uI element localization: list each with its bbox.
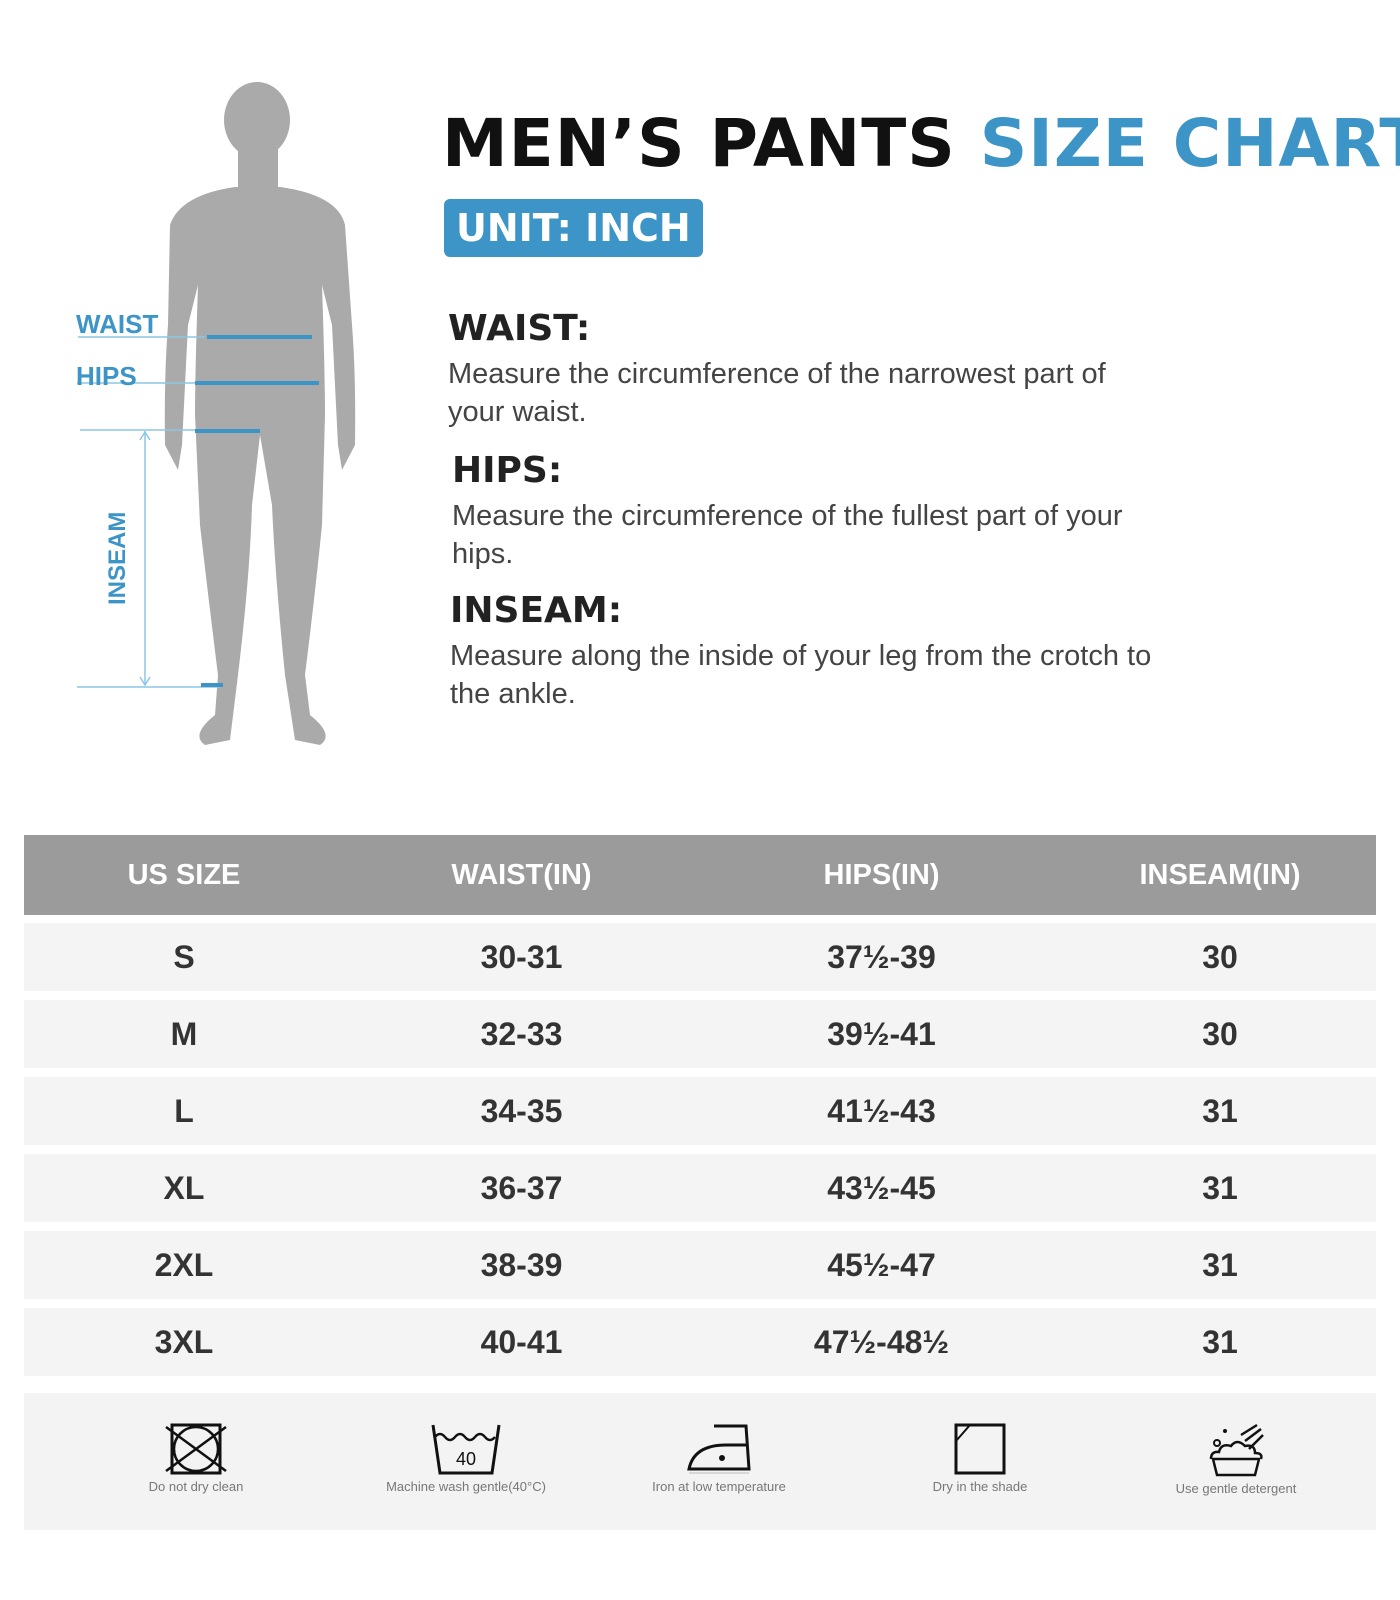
- header-us-size: US SIZE: [127, 858, 241, 891]
- cell-size: 2XL: [154, 1246, 214, 1283]
- cell-hips: 37½-39: [827, 938, 936, 975]
- care-label: Use gentle detergent: [1175, 1481, 1297, 1496]
- wash-temperature: 40: [456, 1449, 476, 1469]
- cell-inseam: 31: [1202, 1246, 1238, 1283]
- definition-term: HIPS:: [452, 450, 563, 491]
- cell-hips: 43½-45: [827, 1169, 936, 1206]
- cell-waist: 32-33: [480, 1015, 563, 1052]
- cell-inseam: 30: [1202, 1015, 1238, 1052]
- definition-text: Measure along the inside of your leg fro…: [450, 640, 1152, 710]
- table-row: S 30-31 37½-39 30: [24, 923, 1376, 991]
- definition-waist: WAIST: Measure the circumference of the n…: [448, 308, 1168, 431]
- cell-waist: 36-37: [480, 1169, 563, 1206]
- iron-low-icon: [687, 1424, 751, 1474]
- cell-hips: 47½-48½: [813, 1323, 950, 1360]
- header-waist: WAIST(IN): [451, 858, 592, 891]
- care-instructions: Do not dry clean 40 Machine wash gentle(…: [24, 1393, 1376, 1530]
- care-label: Do not dry clean: [148, 1479, 244, 1494]
- care-item: Iron at low temperature: [609, 1423, 829, 1494]
- definition-text: Measure the circumference of the fullest…: [452, 500, 1123, 570]
- cell-inseam: 31: [1202, 1169, 1238, 1206]
- cell-waist: 30-31: [480, 938, 563, 975]
- definition-hips: HIPS: Measure the circumference of the fu…: [452, 450, 1172, 573]
- table-row: 3XL 40-41 47½-48½ 31: [24, 1308, 1376, 1376]
- cell-size: M: [170, 1015, 198, 1052]
- care-item: Dry in the shade: [870, 1423, 1090, 1494]
- size-table: US SIZE WAIST(IN) HIPS(IN) INSEAM(IN) S 3…: [24, 835, 1376, 1385]
- figure-label-hips: HIPS: [76, 361, 137, 391]
- unit-badge: UNIT: INCH: [444, 199, 703, 257]
- care-item: 40 Machine wash gentle(40°C): [356, 1423, 576, 1494]
- table-row: L 34-35 41½-43 31: [24, 1077, 1376, 1145]
- table-row: 2XL 38-39 45½-47 31: [24, 1231, 1376, 1299]
- cell-size: S: [173, 938, 195, 975]
- cell-waist: 38-39: [480, 1246, 563, 1283]
- table-row: XL 36-37 43½-45 31: [24, 1154, 1376, 1222]
- cell-size: 3XL: [154, 1323, 214, 1360]
- care-label: Machine wash gentle(40°C): [386, 1479, 546, 1494]
- cell-inseam: 30: [1202, 938, 1238, 975]
- table-header-row: US SIZE WAIST(IN) HIPS(IN) INSEAM(IN): [24, 835, 1376, 915]
- definition-inseam: INSEAM: Measure along the inside of your …: [450, 590, 1170, 713]
- page-title: MEN’S PANTS SIZE CHART: [442, 105, 1400, 182]
- no-dry-clean-icon: [165, 1423, 227, 1475]
- definition-term: WAIST:: [448, 308, 591, 349]
- table-row: M 32-33 39½-41 30: [24, 1000, 1376, 1068]
- title-part2: SIZE CHART: [979, 105, 1400, 182]
- definition-text: Measure the circumference of the narrowe…: [448, 358, 1106, 428]
- gentle-detergent-icon: [1209, 1423, 1264, 1477]
- cell-hips: 39½-41: [827, 1015, 936, 1052]
- cell-hips: 41½-43: [827, 1092, 936, 1129]
- cell-hips: 45½-47: [827, 1246, 936, 1283]
- care-label: Iron at low temperature: [652, 1479, 786, 1494]
- care-item: Use gentle detergent: [1126, 1423, 1346, 1496]
- care-label: Dry in the shade: [932, 1479, 1028, 1494]
- figure-label-inseam: INSEAM: [104, 511, 131, 605]
- cell-inseam: 31: [1202, 1092, 1238, 1129]
- dry-shade-icon: [954, 1423, 1006, 1475]
- header-hips: HIPS(IN): [823, 858, 940, 891]
- figure-label-waist: WAIST: [76, 309, 159, 339]
- cell-inseam: 31: [1202, 1323, 1238, 1360]
- body-figure: [77, 82, 356, 745]
- cell-waist: 34-35: [480, 1092, 563, 1129]
- definition-term: INSEAM:: [450, 590, 623, 631]
- cell-size: XL: [163, 1169, 205, 1206]
- cell-size: L: [174, 1092, 194, 1129]
- care-item: Do not dry clean: [86, 1423, 306, 1494]
- header-inseam: INSEAM(IN): [1139, 858, 1301, 891]
- machine-wash-40-icon: 40: [431, 1424, 501, 1475]
- cell-waist: 40-41: [480, 1323, 563, 1360]
- title-part1: MEN’S PANTS: [442, 105, 956, 182]
